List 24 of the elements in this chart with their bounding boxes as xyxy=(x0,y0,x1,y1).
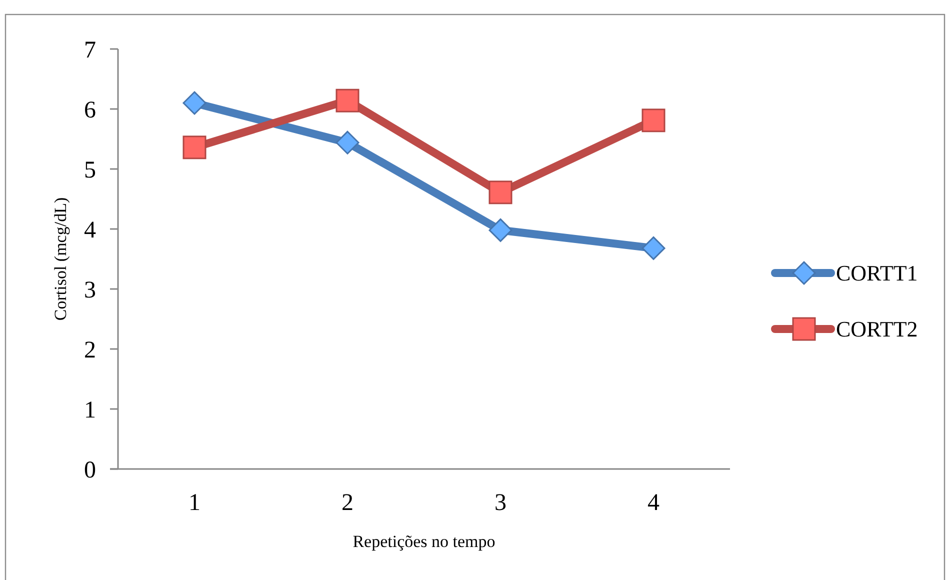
y-tick-label: 1 xyxy=(84,397,96,424)
point xyxy=(642,108,666,132)
point xyxy=(488,218,512,242)
y-tick-label: 5 xyxy=(84,157,96,184)
point xyxy=(182,91,206,115)
y-axis-title: Cortisol (mcg/dL) xyxy=(51,197,70,321)
y-tick-label: 6 xyxy=(84,97,96,124)
y-tick-label: 4 xyxy=(84,217,96,244)
x-axis-title: Repetições no tempo xyxy=(352,532,496,551)
x-tick-label: 1 xyxy=(188,490,200,516)
y-tick-label: 2 xyxy=(84,337,96,364)
x-tick-label: 3 xyxy=(494,490,506,516)
legend-label: CORTT1 xyxy=(836,260,918,286)
y-tick-label: 7 xyxy=(84,37,96,64)
y-tick-label: 0 xyxy=(84,457,96,484)
point xyxy=(336,88,360,112)
point xyxy=(488,180,512,204)
point xyxy=(642,236,666,260)
y-tick-label: 3 xyxy=(84,277,96,304)
point xyxy=(336,130,360,154)
legend-label: CORTT2 xyxy=(836,316,918,342)
point xyxy=(182,136,206,160)
x-tick-label: 4 xyxy=(648,490,660,516)
x-tick-label: 2 xyxy=(342,490,354,516)
